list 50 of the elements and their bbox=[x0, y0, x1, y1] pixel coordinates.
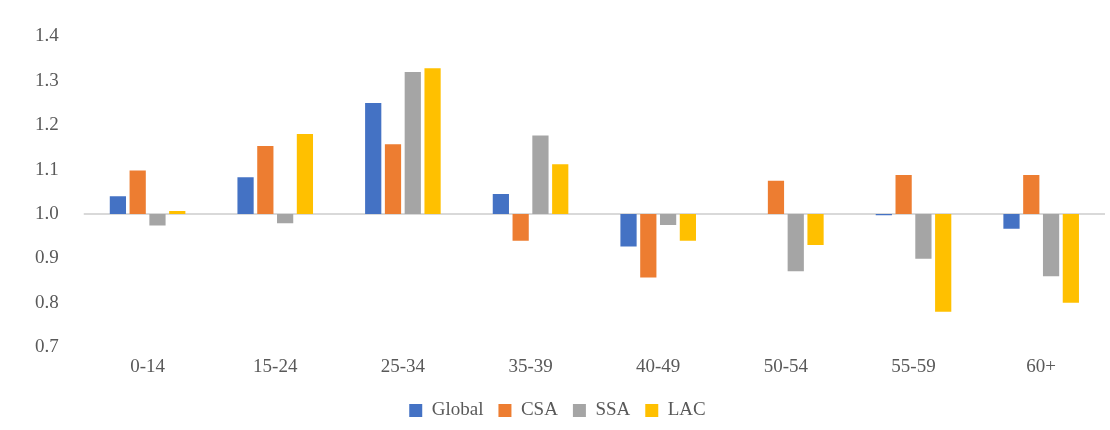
bar bbox=[424, 68, 441, 214]
x-tick-label: 50-54 bbox=[763, 354, 809, 376]
legend-label: LAC bbox=[667, 398, 706, 420]
y-tick-label: 0.7 bbox=[35, 335, 59, 357]
bar bbox=[492, 194, 509, 214]
x-tick-label: 0-14 bbox=[130, 354, 166, 376]
bar bbox=[915, 214, 932, 259]
bar bbox=[767, 180, 785, 214]
bar bbox=[1003, 214, 1020, 229]
bar bbox=[237, 177, 254, 214]
bar bbox=[129, 170, 146, 214]
bar bbox=[169, 210, 186, 214]
bar bbox=[659, 214, 677, 226]
bar bbox=[1023, 174, 1040, 214]
bar bbox=[257, 146, 274, 214]
y-tick-label: 0.9 bbox=[35, 246, 59, 268]
bar bbox=[149, 214, 166, 226]
bar bbox=[277, 214, 294, 224]
bar bbox=[807, 214, 824, 246]
bar bbox=[935, 214, 952, 312]
bar bbox=[640, 214, 657, 278]
y-tick-label: 1.2 bbox=[35, 113, 59, 135]
bar bbox=[1062, 214, 1079, 303]
bar bbox=[296, 134, 314, 214]
legend-label: Global bbox=[431, 398, 484, 420]
bar bbox=[365, 103, 382, 214]
x-tick-label: 35-39 bbox=[508, 354, 553, 376]
legend-label: SSA bbox=[595, 398, 631, 420]
bar bbox=[895, 174, 912, 214]
legend-label: CSA bbox=[520, 398, 559, 420]
x-tick-label: 60+ bbox=[1026, 354, 1057, 376]
bar bbox=[787, 214, 804, 272]
x-tick-label: 55-59 bbox=[891, 354, 936, 376]
bar bbox=[532, 135, 549, 214]
bar bbox=[679, 214, 696, 241]
bar bbox=[109, 196, 127, 214]
y-tick-label: 0.8 bbox=[35, 290, 59, 312]
bar bbox=[384, 144, 402, 214]
y-tick-label: 1.0 bbox=[35, 201, 59, 223]
bar bbox=[404, 71, 421, 214]
y-tick-label: 1.1 bbox=[35, 157, 59, 179]
x-tick-label: 15-24 bbox=[253, 354, 298, 376]
bar bbox=[620, 214, 637, 247]
x-tick-label: 40-49 bbox=[636, 354, 681, 376]
bar bbox=[1042, 214, 1060, 277]
y-tick-label: 1.3 bbox=[35, 68, 59, 90]
bar bbox=[552, 164, 569, 214]
y-tick-label: 1.4 bbox=[35, 24, 60, 46]
bar bbox=[512, 214, 529, 241]
x-tick-label: 25-34 bbox=[380, 354, 426, 376]
